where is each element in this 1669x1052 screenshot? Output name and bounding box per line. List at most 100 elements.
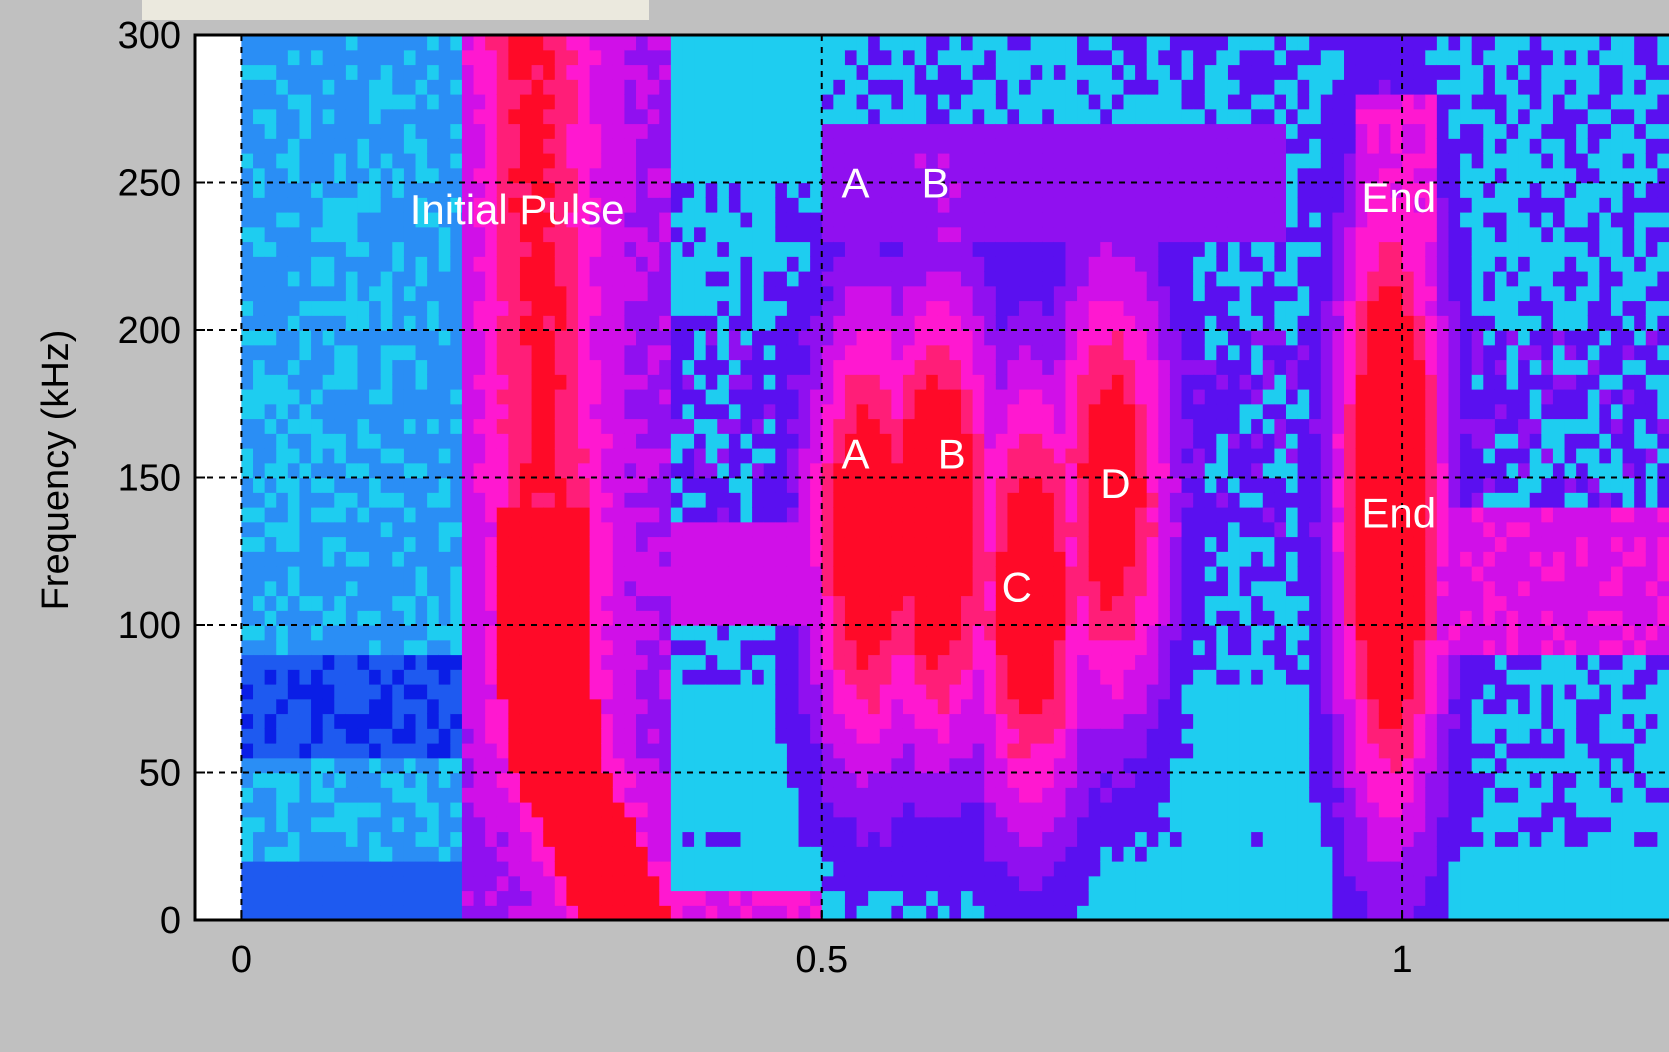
heatmap-cell xyxy=(1111,374,1125,390)
heatmap-cell xyxy=(1193,580,1206,597)
heatmap-cell xyxy=(473,389,486,405)
heatmap-cell xyxy=(543,787,556,803)
heatmap-cell xyxy=(473,566,486,582)
heatmap-cell xyxy=(972,757,985,774)
heatmap-cell xyxy=(879,300,892,316)
heatmap-cell xyxy=(902,713,916,729)
heatmap-cell xyxy=(566,861,579,877)
heatmap-cell xyxy=(253,300,266,316)
heatmap-cell xyxy=(728,389,742,405)
heatmap-cell xyxy=(1077,271,1090,287)
heatmap-cell xyxy=(844,167,858,184)
heatmap-cell xyxy=(1158,79,1171,95)
heatmap-cell xyxy=(311,285,324,302)
heatmap-cell xyxy=(961,861,974,877)
heatmap-cell xyxy=(995,492,1009,508)
heatmap-cell xyxy=(821,610,834,626)
heatmap-cell xyxy=(844,79,858,95)
heatmap-cell xyxy=(786,418,800,434)
heatmap-cell xyxy=(253,330,266,346)
heatmap-cell xyxy=(403,507,417,523)
heatmap-cell xyxy=(844,713,858,729)
heatmap-cell xyxy=(496,315,509,331)
heatmap-cell xyxy=(775,743,788,759)
heatmap-cell xyxy=(473,507,486,523)
heatmap-cell xyxy=(380,846,393,862)
heatmap-cell xyxy=(670,639,684,656)
heatmap-cell xyxy=(937,507,951,523)
heatmap-cell xyxy=(1111,610,1125,626)
heatmap-cell xyxy=(1204,846,1217,862)
heatmap-cell xyxy=(728,713,742,729)
heatmap-cell xyxy=(636,462,649,479)
heatmap-cell xyxy=(287,138,301,154)
heatmap-cell xyxy=(531,551,544,567)
heatmap-cell xyxy=(1088,890,1101,906)
heatmap-cell xyxy=(334,566,347,582)
heatmap-cell xyxy=(1065,403,1078,420)
heatmap-cell xyxy=(1158,639,1171,656)
heatmap-cell xyxy=(357,595,370,611)
heatmap-cell xyxy=(833,875,846,892)
heatmap-cell xyxy=(937,359,951,375)
heatmap-cell xyxy=(241,138,254,154)
heatmap-cell xyxy=(949,580,962,597)
heatmap-cell xyxy=(844,300,858,316)
heatmap-cell xyxy=(705,448,718,464)
heatmap-cell xyxy=(1088,772,1101,788)
heatmap-cell xyxy=(949,241,962,257)
heatmap-cell xyxy=(786,580,800,597)
heatmap-cell xyxy=(821,831,834,847)
heatmap-cell xyxy=(1088,182,1101,198)
heatmap-cell xyxy=(334,271,347,287)
heatmap-cell xyxy=(926,580,939,597)
heatmap-cell xyxy=(798,875,811,892)
heatmap-cell xyxy=(1111,49,1125,66)
heatmap-cell xyxy=(531,79,544,95)
heatmap-cell xyxy=(241,521,254,538)
heatmap-cell xyxy=(264,610,277,626)
heatmap-cell xyxy=(717,241,730,257)
heatmap-cell xyxy=(253,521,266,538)
heatmap-cell xyxy=(1065,684,1078,700)
heatmap-cell xyxy=(531,300,544,316)
heatmap-cell xyxy=(821,448,834,464)
heatmap-cell xyxy=(601,566,614,582)
heatmap-cell xyxy=(369,79,382,95)
heatmap-cell xyxy=(636,698,649,715)
heatmap-cell xyxy=(485,389,498,405)
heatmap-cell xyxy=(984,772,997,788)
heatmap-cell xyxy=(926,477,939,493)
heatmap-cell xyxy=(891,64,904,80)
heatmap-cell xyxy=(1042,344,1055,361)
heatmap-cell xyxy=(949,271,962,287)
heatmap-cell xyxy=(264,536,277,552)
heatmap-cell xyxy=(253,403,266,420)
heatmap-cell xyxy=(1100,846,1113,862)
heatmap-cell xyxy=(554,610,568,626)
heatmap-cell xyxy=(740,344,753,361)
heatmap-cell xyxy=(578,271,591,287)
heatmap-cell xyxy=(647,846,660,862)
heatmap-cell xyxy=(740,743,753,759)
heatmap-cell xyxy=(961,271,974,287)
heatmap-cell xyxy=(961,138,974,154)
heatmap-cell xyxy=(1077,625,1090,641)
heatmap-cell xyxy=(926,772,939,788)
heatmap-cell xyxy=(276,477,289,493)
heatmap-cell xyxy=(415,831,428,847)
heatmap-cell xyxy=(914,492,927,508)
heatmap-cell xyxy=(253,861,266,877)
heatmap-cell xyxy=(647,890,660,906)
heatmap-cell xyxy=(508,684,521,700)
heatmap-cell xyxy=(624,654,637,670)
heatmap-cell xyxy=(1088,153,1101,169)
heatmap-cell xyxy=(705,212,718,228)
heatmap-cell xyxy=(1077,566,1090,582)
heatmap-cell xyxy=(531,772,544,788)
heatmap-cell xyxy=(682,787,695,803)
heatmap-cell xyxy=(369,212,382,228)
heatmap-cell xyxy=(1077,772,1090,788)
heatmap-cell xyxy=(264,330,277,346)
heatmap-cell xyxy=(438,566,451,582)
